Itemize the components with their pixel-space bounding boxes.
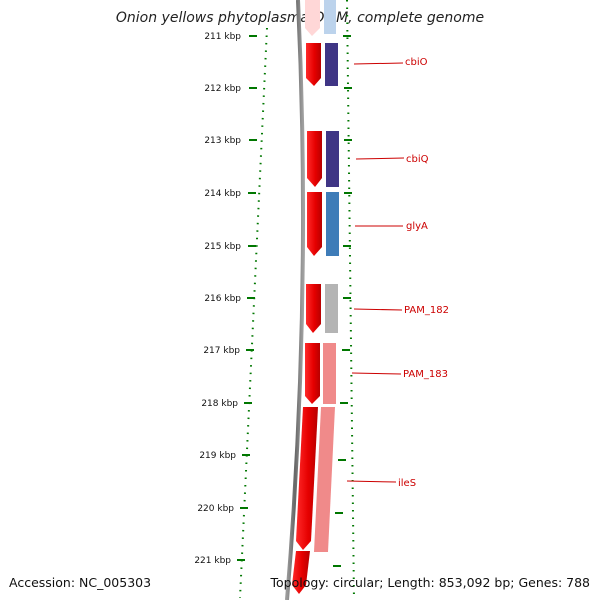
topology-summary: Topology: circular; Length: 853,092 bp; …: [270, 575, 591, 590]
kbp-tick-label: 211 kbp: [204, 32, 241, 42]
cds-arrow: [296, 407, 318, 550]
kbp-scale: 211 kbp 212 kbp 213 kbp 214 kbp 215 kbp …: [194, 32, 257, 566]
kbp-tick-label: 220 kbp: [197, 504, 234, 514]
cds-arrow: [307, 131, 322, 187]
kbp-tick-label: 219 kbp: [199, 451, 236, 461]
cog-track: [314, 0, 339, 552]
cog-block: [323, 343, 336, 404]
kbp-tick-label: 215 kbp: [204, 242, 241, 252]
gene-leader-line: [353, 62, 404, 65]
cds-arrow: [306, 284, 321, 333]
cog-block: [314, 407, 335, 552]
gene-label-PAM_182: PAM_182: [404, 305, 449, 316]
cog-block: [324, 0, 336, 34]
gene-leader-line: [353, 308, 403, 311]
cds-arrow: [305, 343, 320, 404]
kbp-tick-label: 216 kbp: [204, 294, 241, 304]
kbp-tick-label: 212 kbp: [204, 84, 241, 94]
inner-tick-marks: [333, 35, 352, 567]
genome-backbone: [285, 0, 306, 600]
kbp-tick-label: 217 kbp: [203, 346, 240, 356]
cds-arrow: [305, 0, 320, 36]
gene-label-ileS: ileS: [398, 478, 416, 489]
gene-label-cbiQ: cbiQ: [406, 154, 429, 165]
gene-label-glyA: glyA: [406, 221, 428, 232]
cds-track: [292, 0, 322, 594]
cog-block: [325, 284, 338, 333]
gene-leader-line: [346, 480, 397, 483]
kbp-tick-label: 221 kbp: [194, 556, 231, 566]
gene-labels: cbiO cbiQ glyA PAM_182 PAM_183 ileS: [346, 57, 449, 489]
cog-block: [325, 43, 338, 86]
kbp-tick-label: 218 kbp: [201, 399, 238, 409]
gene-leader-line: [355, 157, 405, 160]
gene-leader-line: [351, 372, 402, 375]
cog-block: [326, 192, 339, 256]
gene-label-cbiO: cbiO: [405, 57, 428, 68]
kbp-tick-label: 213 kbp: [204, 136, 241, 146]
kbp-tick-label: 214 kbp: [204, 189, 241, 199]
accession-text: Accession: NC_005303: [9, 575, 152, 590]
cds-arrow: [307, 192, 322, 256]
gene-label-PAM_183: PAM_183: [403, 369, 448, 380]
outer-dotted-ring: [239, 0, 355, 600]
cds-arrow: [306, 43, 321, 86]
cds-arrow: [292, 551, 310, 594]
cog-block: [326, 131, 339, 187]
